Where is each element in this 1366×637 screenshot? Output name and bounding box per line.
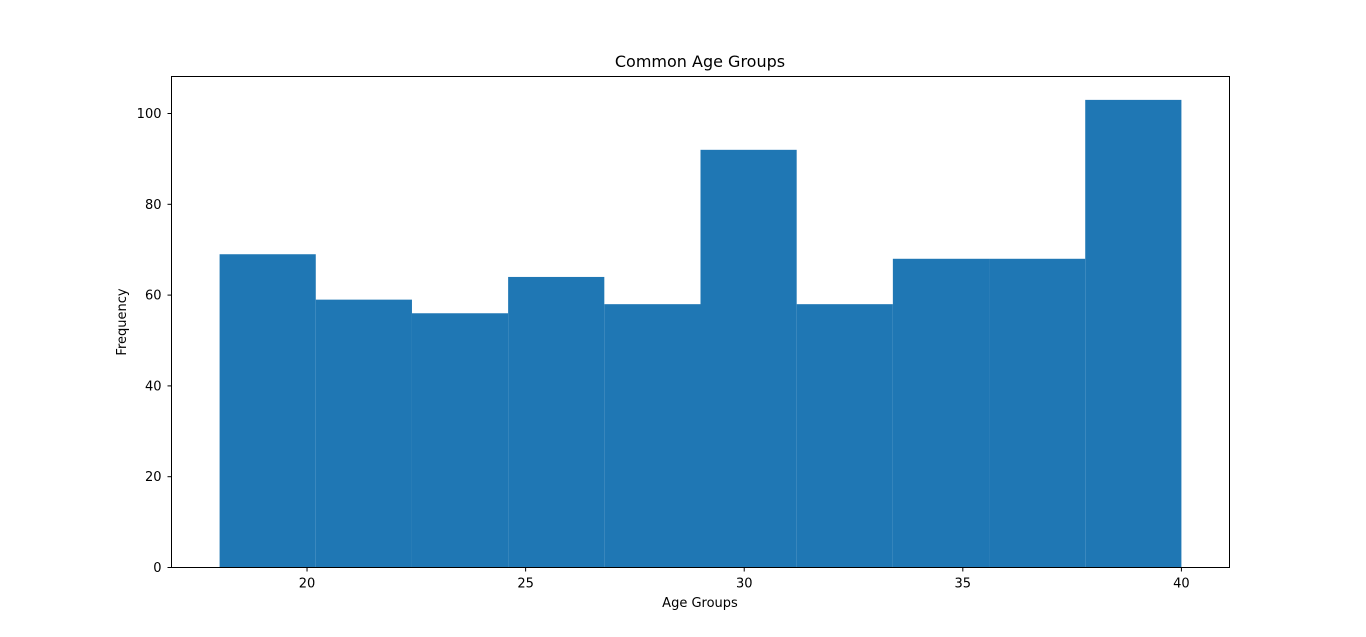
x-tick-label: 40: [1173, 577, 1190, 592]
histogram-bar: [411, 313, 509, 568]
x-tick-label: 30: [736, 577, 753, 592]
axes-frame: [171, 76, 1230, 568]
y-tick-label: 60: [145, 289, 162, 304]
y-axis-ticks: 0 20 40 60 80 100: [137, 107, 172, 576]
chart-title: Common Age Groups: [615, 52, 785, 71]
bars-group: [219, 99, 1182, 568]
y-tick-label: 80: [145, 198, 162, 213]
y-axis-label: Frequency: [115, 288, 130, 355]
histogram-bar: [1085, 99, 1182, 568]
histogram-bar: [219, 254, 316, 568]
x-tick-label: 35: [955, 577, 972, 592]
y-tick-label: 20: [145, 470, 162, 485]
histogram-bar: [796, 304, 893, 568]
histogram-bar: [508, 276, 605, 568]
histogram-bar: [892, 258, 990, 568]
histogram-bar: [315, 299, 412, 568]
histogram-bar: [604, 304, 701, 568]
x-axis-ticks: 20 25 30 35 40: [299, 567, 1190, 592]
x-tick-label: 25: [517, 577, 534, 592]
x-axis-label: Age Groups: [662, 596, 738, 611]
y-tick-label: 0: [153, 561, 161, 576]
y-tick-label: 100: [137, 107, 162, 122]
histogram-bar: [989, 258, 1086, 568]
y-tick-label: 40: [145, 379, 162, 394]
x-tick-label: 20: [299, 577, 316, 592]
histogram-bar: [700, 149, 797, 568]
